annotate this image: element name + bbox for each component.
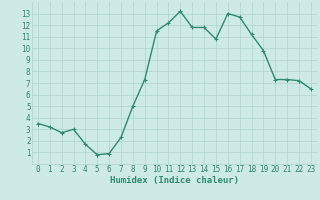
X-axis label: Humidex (Indice chaleur): Humidex (Indice chaleur) [110,176,239,185]
